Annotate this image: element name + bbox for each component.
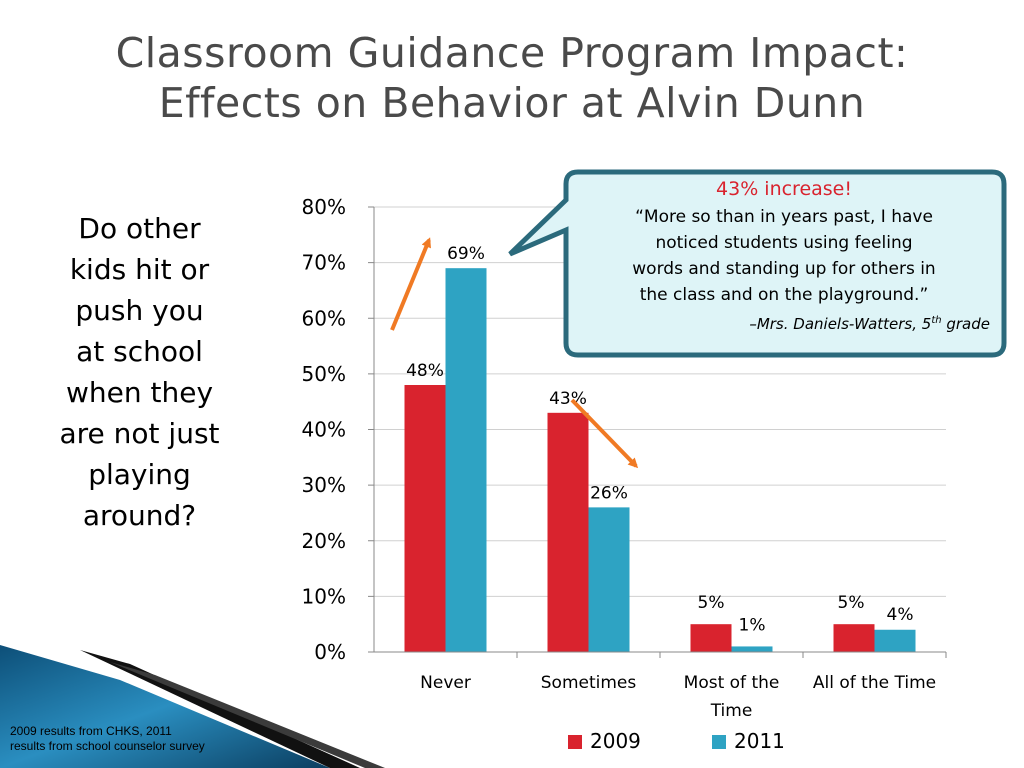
legend-label: 2011 xyxy=(734,729,785,753)
callout-attribution: –Mrs. Daniels-Watters, 5th grade xyxy=(578,308,990,337)
legend-swatch-2011 xyxy=(712,735,726,749)
x-tick-label: Time xyxy=(710,701,753,721)
callout-text: 43% increase! “More so than in years pas… xyxy=(578,176,990,337)
bar-2011-0 xyxy=(445,268,487,652)
bar-2011-3 xyxy=(874,629,916,652)
survey-question: Do other kids hit or push you at school … xyxy=(22,208,257,536)
x-tick-label: Never xyxy=(420,673,471,693)
question-line: Do other xyxy=(78,212,201,245)
data-label: 4% xyxy=(887,605,914,625)
source-line: 2009 results from CHKS, 2011 xyxy=(10,724,172,738)
question-line: at school xyxy=(76,335,203,368)
callout-bubble xyxy=(508,169,1007,358)
bar-2009-3 xyxy=(833,624,875,652)
chart-legend: 2009 2011 xyxy=(568,729,785,753)
x-axis: Never Sometimes Most of the Time All of the … xyxy=(374,651,947,721)
x-tick-label: Most of the xyxy=(684,673,780,693)
title-line-1: Classroom Guidance Program Impact: xyxy=(115,29,909,77)
legend-swatch-2009 xyxy=(568,735,582,749)
decrease-arrow xyxy=(570,398,639,469)
y-axis: 0% 10% 20% 30% 40% 50% 60% 70% 80% xyxy=(302,195,375,664)
y-tick-label: 30% xyxy=(302,473,346,497)
bar-2011-2 xyxy=(731,646,773,652)
callout-quote-line: “More so than in years past, I have xyxy=(635,207,933,227)
question-line: push you xyxy=(75,294,204,327)
data-label: 5% xyxy=(838,593,865,613)
y-tick-label: 20% xyxy=(302,529,346,553)
bar-2009-1 xyxy=(547,412,589,652)
y-tick-label: 0% xyxy=(314,640,346,664)
attribution-sup: th xyxy=(931,315,942,326)
title-line-2: Effects on Behavior at Alvin Dunn xyxy=(158,79,866,127)
callout-headline: 43% increase! xyxy=(716,178,852,200)
slide-title: Classroom Guidance Program Impact: Effec… xyxy=(0,28,1024,128)
y-tick-label: 10% xyxy=(302,584,346,608)
question-line: are not just xyxy=(59,417,220,450)
data-label: 69% xyxy=(447,244,485,264)
bar-2011-1 xyxy=(588,507,630,652)
data-label: 48% xyxy=(406,361,444,381)
callout-quote-line: noticed students using feeling xyxy=(655,233,913,253)
y-tick-label: 70% xyxy=(302,251,346,275)
source-line: results from school counselor survey xyxy=(10,739,205,753)
data-label: 1% xyxy=(739,615,766,635)
question-line: when they xyxy=(65,376,214,409)
y-tick-label: 60% xyxy=(302,306,346,330)
question-line: playing xyxy=(88,458,191,491)
attribution-end: grade xyxy=(941,315,990,333)
attribution-name: –Mrs. Daniels-Watters, 5 xyxy=(749,315,932,333)
data-label: 26% xyxy=(590,483,628,503)
question-line: kids hit or xyxy=(69,253,210,286)
callout-quote-line: words and standing up for others in xyxy=(632,259,936,279)
x-tick-label: All of the Time xyxy=(813,673,936,693)
data-label: 43% xyxy=(549,389,587,409)
data-label: 5% xyxy=(698,593,725,613)
y-tick-label: 40% xyxy=(302,418,346,442)
y-tick-label: 50% xyxy=(302,362,346,386)
chart-bars xyxy=(404,268,916,652)
corner-decoration xyxy=(0,645,385,768)
y-tick-label: 80% xyxy=(302,195,346,219)
x-tick-label: Sometimes xyxy=(541,673,637,693)
bar-2009-2 xyxy=(690,624,732,652)
source-note: 2009 results from CHKS, 2011 results fro… xyxy=(10,724,260,754)
question-line: around? xyxy=(82,499,197,532)
legend-label: 2009 xyxy=(590,729,641,753)
increase-arrow xyxy=(390,237,431,331)
bar-2009-0 xyxy=(404,385,446,652)
callout-quote-line: the class and on the playground.” xyxy=(639,285,929,305)
